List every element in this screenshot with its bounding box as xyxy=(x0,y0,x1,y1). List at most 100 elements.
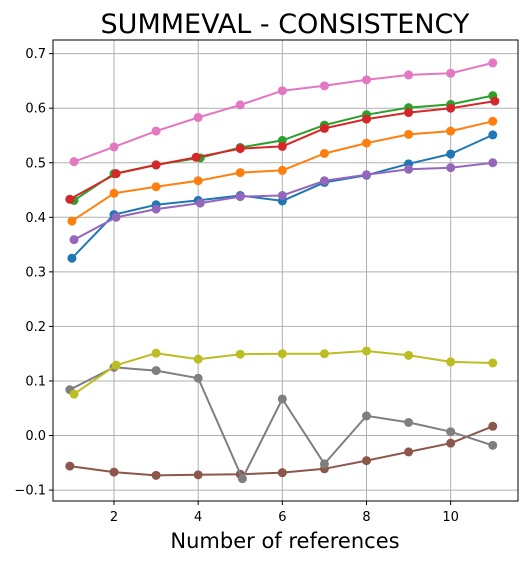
data-point xyxy=(488,421,498,431)
x-tick-label: 8 xyxy=(362,510,370,525)
series-line xyxy=(69,366,494,480)
data-point xyxy=(237,474,247,484)
data-point xyxy=(151,366,161,376)
data-point xyxy=(488,130,498,140)
y-tick-label: 0.7 xyxy=(25,47,46,62)
y-tick-label: 0.5 xyxy=(25,156,46,171)
data-point xyxy=(277,468,287,478)
data-point xyxy=(277,165,287,175)
y-tick-label: 0.0 xyxy=(25,429,46,444)
data-point xyxy=(235,100,245,110)
data-point xyxy=(277,349,287,359)
x-tick-label: 4 xyxy=(194,510,202,525)
x-tick-label: 6 xyxy=(278,510,286,525)
data-point xyxy=(151,126,161,136)
data-point xyxy=(488,358,498,368)
data-point xyxy=(319,349,329,359)
y-tick-label: 0.6 xyxy=(25,102,46,117)
data-point xyxy=(277,190,287,200)
data-point xyxy=(319,81,329,91)
data-point xyxy=(277,394,287,404)
data-point xyxy=(404,108,414,118)
data-point xyxy=(319,459,329,469)
data-point xyxy=(488,440,498,450)
data-point xyxy=(111,169,121,179)
data-point xyxy=(404,164,414,174)
data-point xyxy=(67,253,77,263)
data-point xyxy=(446,68,456,78)
data-point xyxy=(235,192,245,202)
data-point xyxy=(151,160,161,170)
data-point xyxy=(362,346,372,356)
data-point xyxy=(109,467,119,477)
data-point xyxy=(446,357,456,367)
data-point xyxy=(69,235,79,245)
series-line xyxy=(69,425,494,477)
chart-title: SUMMEVAL - CONSISTENCY xyxy=(101,9,470,40)
x-tick-label: 10 xyxy=(442,510,459,525)
data-point xyxy=(404,70,414,80)
data-point xyxy=(235,168,245,178)
x-axis-label: Number of references xyxy=(170,529,399,553)
x-axis: 2 4 6 8 10 xyxy=(110,501,459,525)
data-point xyxy=(488,116,498,126)
data-point xyxy=(277,141,287,151)
data-point xyxy=(490,96,500,106)
data-point xyxy=(111,212,121,222)
data-point xyxy=(488,158,498,168)
data-point xyxy=(195,198,205,208)
series-layer xyxy=(65,58,500,484)
data-point xyxy=(151,470,161,480)
data-point xyxy=(235,144,245,154)
data-point xyxy=(362,75,372,85)
series-6 xyxy=(65,421,498,480)
data-point xyxy=(109,142,119,152)
x-tick-label: 2 xyxy=(110,510,118,525)
y-tick-label: 0.2 xyxy=(25,320,46,335)
data-point xyxy=(69,157,79,167)
data-point xyxy=(404,417,414,427)
series-7 xyxy=(69,58,498,167)
data-point xyxy=(151,348,161,358)
data-point xyxy=(65,194,75,204)
data-point xyxy=(446,438,456,448)
data-point xyxy=(193,373,203,383)
data-point xyxy=(362,456,372,466)
data-point xyxy=(362,114,372,124)
grid xyxy=(53,40,518,501)
data-point xyxy=(191,152,201,162)
data-point xyxy=(69,389,79,399)
data-point xyxy=(319,176,329,186)
series-5 xyxy=(69,158,498,245)
data-point xyxy=(111,360,121,370)
data-point xyxy=(446,163,456,173)
series-4 xyxy=(65,96,500,204)
data-point xyxy=(193,112,203,122)
data-point xyxy=(446,149,456,159)
data-point xyxy=(193,470,203,480)
y-tick-label: 0.1 xyxy=(25,374,46,389)
data-point xyxy=(151,204,161,214)
data-point xyxy=(193,354,203,364)
y-tick-label: 0.3 xyxy=(25,265,46,280)
data-point xyxy=(446,126,456,136)
data-point xyxy=(193,176,203,186)
data-point xyxy=(446,103,456,113)
data-point xyxy=(362,170,372,180)
series-2 xyxy=(67,116,498,226)
data-point xyxy=(404,129,414,139)
data-point xyxy=(362,411,372,421)
data-point xyxy=(404,350,414,360)
data-point xyxy=(67,216,77,226)
y-tick-label: 0.4 xyxy=(25,211,46,226)
data-point xyxy=(319,123,329,133)
data-point xyxy=(109,188,119,198)
plot-frame xyxy=(52,39,519,502)
data-point xyxy=(319,148,329,158)
data-point xyxy=(488,58,498,68)
data-point xyxy=(362,138,372,148)
series-9 xyxy=(69,346,498,399)
y-axis: −0.1 0.0 0.1 0.2 0.3 0.4 0.5 0.6 0.7 xyxy=(14,47,53,499)
data-point xyxy=(235,349,245,359)
